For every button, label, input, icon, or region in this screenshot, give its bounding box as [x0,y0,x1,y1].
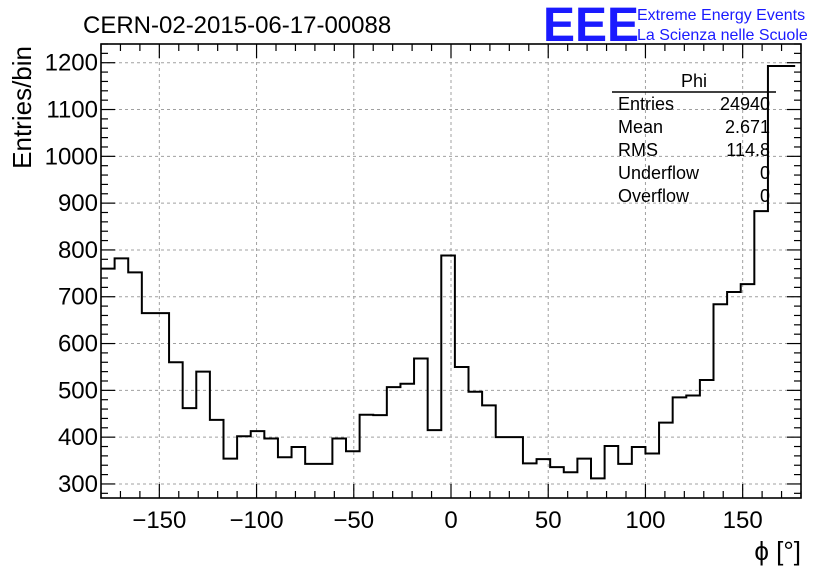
x-tick-labels: −150 −100 −50 0 50 100 150 [132,507,762,534]
stats-label: Overflow [618,186,690,206]
x-tick-label: 150 [723,507,763,534]
y-tick-label: 1100 [46,97,98,124]
stats-value: 0 [760,186,770,206]
y-tick-label: 400 [58,424,98,451]
stats-title: Phi [681,71,707,91]
y-tick-label: 1000 [45,143,98,170]
x-tick-label: 50 [535,507,562,534]
x-tick-label: −150 [132,507,186,534]
histogram-line [101,64,796,480]
y-tick-labels: 300 400 500 600 700 800 900 1000 1100 1200 [45,50,98,498]
y-axis-label: Entries/bin [7,46,37,169]
x-tick-label: 0 [444,507,457,534]
y-tick-label: 900 [58,190,98,217]
logo-mark: EEE [543,0,639,52]
stats-label: Entries [618,94,674,114]
chart-title: CERN-02-2015-06-17-00088 [83,12,391,39]
x-tick-label: −100 [230,507,284,534]
stats-box: Phi Entries 24940 Mean 2.671 RMS 114.8 Underfl… [612,71,776,206]
axis-ticks [100,43,802,498]
x-axis-label: ϕ [°] [754,536,801,566]
stats-value: 24940 [720,94,770,114]
y-tick-label: 500 [58,377,98,404]
y-tick-label: 1200 [45,50,98,77]
y-tick-label: 600 [58,331,98,358]
eee-logo: EEE Extreme Energy Events La Scienza nel… [543,0,808,52]
x-tick-label: −50 [333,507,374,534]
stats-label: RMS [618,140,658,160]
logo-line-2: La Scienza nelle Scuole [637,27,808,44]
histogram-series [101,64,796,480]
y-tick-label: 700 [58,284,98,311]
stats-label: Mean [618,117,663,137]
logo-line-1: Extreme Energy Events [637,7,805,24]
stats-value: 2.671 [725,117,770,137]
stats-value: 0 [760,163,770,183]
x-tick-label: 100 [625,507,665,534]
stats-value: 114.8 [726,140,770,160]
stats-label: Underflow [618,163,700,183]
grid-lines [101,44,801,498]
stats-rows: Entries 24940 Mean 2.671 RMS 114.8 Underflow 0 O… [618,94,770,206]
y-tick-label: 800 [58,237,98,264]
y-tick-label: 300 [58,471,98,498]
